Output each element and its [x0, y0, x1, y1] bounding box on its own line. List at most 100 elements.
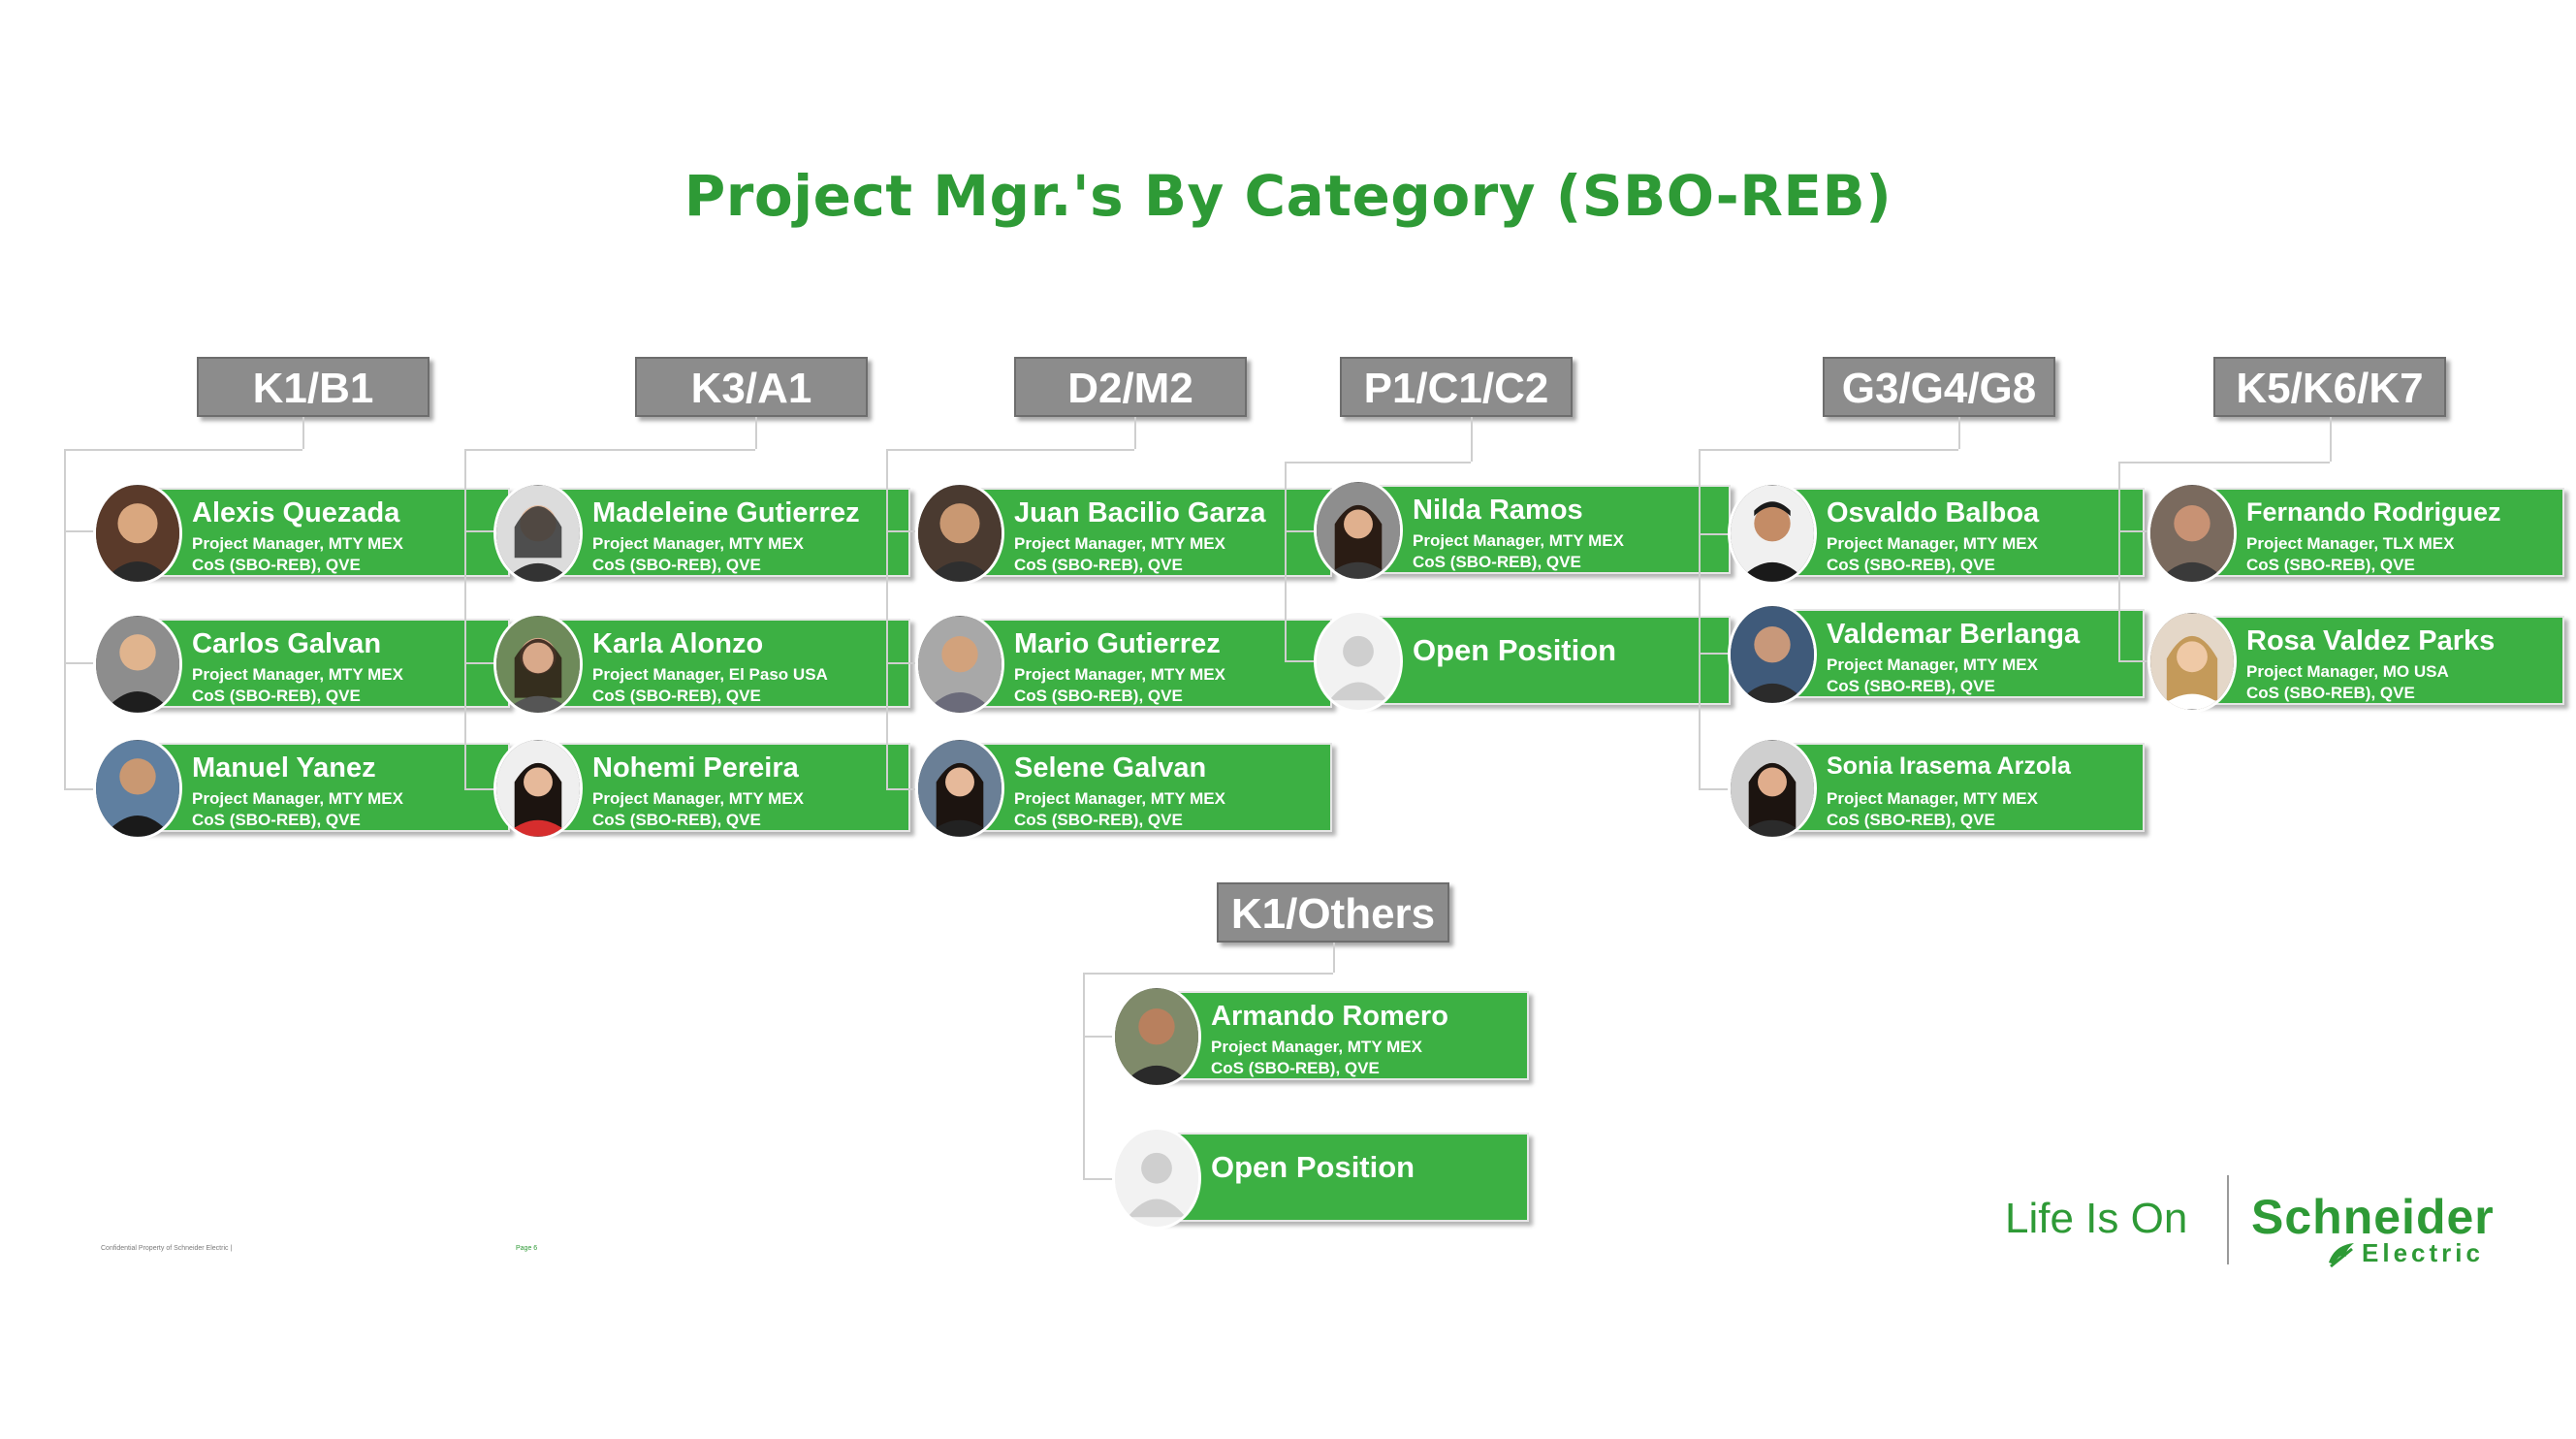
person-role: Project Manager, MTY MEX: [192, 665, 403, 684]
person-card[interactable]: Manuel Yanez Project Manager, MTY MEX Co…: [93, 737, 510, 840]
category-header: K5/K6/K7: [2213, 357, 2446, 417]
avatar: [1728, 482, 1817, 585]
person-org: CoS (SBO-REB), QVE: [1413, 553, 1581, 571]
person-card[interactable]: Valdemar Berlanga Project Manager, MTY M…: [1728, 603, 2145, 706]
person-org: CoS (SBO-REB), QVE: [1211, 1059, 1380, 1077]
person-card[interactable]: Selene Galvan Project Manager, MTY MEX C…: [915, 737, 1332, 840]
person-name: Carlos Galvan: [192, 628, 382, 659]
footer-confidential: Confidential Property of Schneider Elect…: [101, 1245, 233, 1252]
category-header: P1/C1/C2: [1340, 357, 1573, 417]
avatar: [1314, 479, 1403, 582]
person-role: Project Manager, El Paso USA: [592, 665, 828, 684]
person-org: CoS (SBO-REB), QVE: [1014, 556, 1183, 574]
avatar: [93, 482, 182, 585]
page-title: Project Mgr.'s By Category (SBO-REB): [684, 163, 1892, 229]
person-card[interactable]: Nilda Ramos Project Manager, MTY MEX CoS…: [1314, 479, 1731, 582]
person-role: Project Manager, MTY MEX: [1827, 534, 2038, 553]
person-role: Project Manager, MTY MEX: [1211, 1038, 1422, 1056]
person-card[interactable]: Karla Alonzo Project Manager, El Paso US…: [493, 613, 910, 716]
person-org: CoS (SBO-REB), QVE: [1014, 687, 1183, 705]
brand-divider: [2227, 1175, 2229, 1264]
avatar: [915, 613, 1004, 716]
person-card[interactable]: Rosa Valdez Parks Project Manager, MO US…: [2147, 610, 2564, 713]
person-name: Alexis Quezada: [192, 497, 400, 528]
person-org: CoS (SBO-REB), QVE: [592, 687, 761, 705]
person-role: Project Manager, MTY MEX: [1014, 665, 1225, 684]
avatar: [1728, 603, 1817, 706]
tagline: Life Is On: [2005, 1195, 2188, 1242]
person-role: Project Manager, MTY MEX: [1014, 789, 1225, 808]
person-name: Nohemi Pereira: [592, 752, 799, 783]
person-org: CoS (SBO-REB), QVE: [592, 811, 761, 829]
avatar: [93, 613, 182, 716]
person-org: CoS (SBO-REB), QVE: [2246, 556, 2415, 574]
person-card[interactable]: Nohemi Pereira Project Manager, MTY MEX …: [493, 737, 910, 840]
person-org: CoS (SBO-REB), QVE: [1827, 677, 1995, 695]
person-card[interactable]: Madeleine Gutierrez Project Manager, MTY…: [493, 482, 910, 585]
avatar: [93, 737, 182, 840]
placeholder-person-icon: [1112, 1127, 1201, 1230]
avatar: [493, 482, 583, 585]
person-name: Juan Bacilio Garza: [1014, 497, 1266, 528]
person-role: Project Manager, MTY MEX: [592, 534, 804, 553]
person-role: Project Manager, TLX MEX: [2246, 534, 2455, 553]
category-header: D2/M2: [1014, 357, 1247, 417]
category-header: K3/A1: [635, 357, 868, 417]
person-name: Nilda Ramos: [1413, 495, 1583, 526]
person-card[interactable]: Fernando Rodriguez Project Manager, TLX …: [2147, 482, 2564, 585]
person-org: CoS (SBO-REB), QVE: [192, 687, 361, 705]
avatar: [2147, 482, 2237, 585]
person-org: CoS (SBO-REB), QVE: [192, 556, 361, 574]
placeholder-person-icon: [1314, 610, 1403, 713]
person-role: Project Manager, MTY MEX: [592, 789, 804, 808]
person-card[interactable]: Armando Romero Project Manager, MTY MEX …: [1112, 985, 1529, 1088]
person-name: Mario Gutierrez: [1014, 628, 1221, 659]
person-role: Project Manager, MTY MEX: [1827, 656, 2038, 674]
schneider-logo-icon: [2329, 1243, 2354, 1268]
avatar: [493, 737, 583, 840]
person-org: CoS (SBO-REB), QVE: [2246, 684, 2415, 702]
person-name: Open Position: [1211, 1150, 1415, 1184]
avatar: [493, 613, 583, 716]
category-header: K1/B1: [197, 357, 429, 417]
avatar: [1728, 737, 1817, 840]
person-role: Project Manager, MTY MEX: [1827, 789, 2038, 808]
person-card[interactable]: Osvaldo Balboa Project Manager, MTY MEX …: [1728, 482, 2145, 585]
person-name: Manuel Yanez: [192, 752, 376, 783]
person-role: Project Manager, MO USA: [2246, 662, 2449, 681]
person-name: Valdemar Berlanga: [1827, 619, 2081, 650]
person-role: Project Manager, MTY MEX: [1413, 531, 1624, 550]
footer-page-number: Page 6: [516, 1245, 538, 1252]
company-logo-line1: Schneider: [2251, 1190, 2495, 1244]
person-name: Selene Galvan: [1014, 752, 1207, 783]
person-role: Project Manager, MTY MEX: [192, 789, 403, 808]
person-name: Sonia Irasema Arzola: [1827, 752, 2071, 780]
avatar: [1112, 985, 1201, 1088]
person-name: Rosa Valdez Parks: [2246, 625, 2496, 656]
category-header: K1/Others: [1217, 882, 1449, 943]
avatar: [915, 737, 1004, 840]
person-card[interactable]: Mario Gutierrez Project Manager, MTY MEX…: [915, 613, 1332, 716]
person-name: Karla Alonzo: [592, 628, 764, 659]
open-position-card[interactable]: Open Position: [1314, 610, 1731, 713]
person-card[interactable]: Alexis Quezada Project Manager, MTY MEX …: [93, 482, 510, 585]
person-name: Osvaldo Balboa: [1827, 497, 2040, 528]
person-org: CoS (SBO-REB), QVE: [1827, 556, 1995, 574]
category-header: G3/G4/G8: [1823, 357, 2055, 417]
person-card[interactable]: Juan Bacilio Garza Project Manager, MTY …: [915, 482, 1332, 585]
avatar: [2147, 610, 2237, 713]
person-name: Armando Romero: [1211, 1001, 1448, 1032]
person-org: CoS (SBO-REB), QVE: [1014, 811, 1183, 829]
person-org: CoS (SBO-REB), QVE: [192, 811, 361, 829]
company-logo-line2: Electric: [2362, 1238, 2484, 1267]
person-role: Project Manager, MTY MEX: [1014, 534, 1225, 553]
avatar: [915, 482, 1004, 585]
person-card[interactable]: Carlos Galvan Project Manager, MTY MEX C…: [93, 613, 510, 716]
person-name: Fernando Rodriguez: [2246, 497, 2501, 527]
open-position-card[interactable]: Open Position: [1112, 1127, 1529, 1230]
person-card[interactable]: Sonia Irasema Arzola Project Manager, MT…: [1728, 737, 2145, 840]
person-org: CoS (SBO-REB), QVE: [1827, 811, 1995, 829]
person-org: CoS (SBO-REB), QVE: [592, 556, 761, 574]
person-role: Project Manager, MTY MEX: [192, 534, 403, 553]
person-name: Madeleine Gutierrez: [592, 497, 860, 528]
